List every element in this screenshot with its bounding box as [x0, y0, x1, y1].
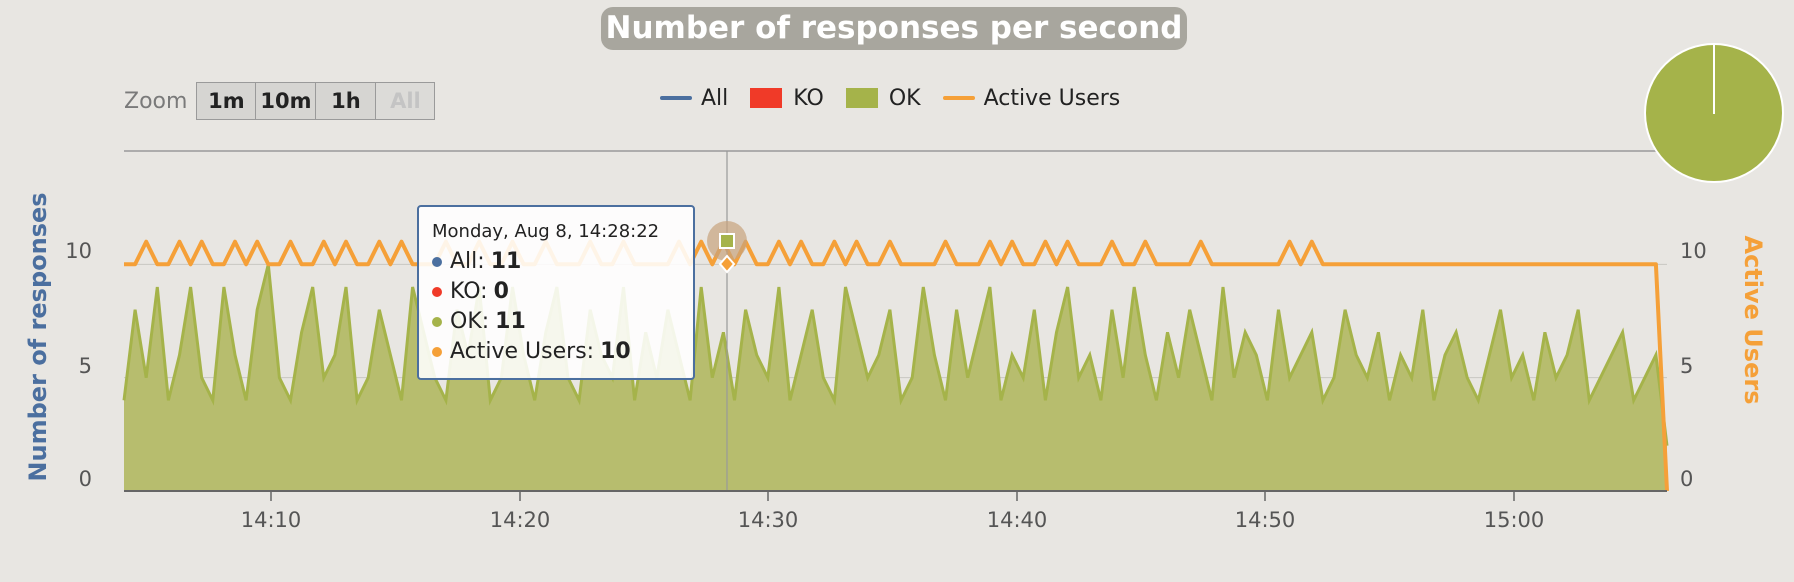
active-users-line [124, 239, 1669, 492]
tooltip-value-ok: 11 [495, 309, 526, 334]
legend-symbol-active-users [942, 96, 975, 100]
tooltip-row-all: All: 11 [432, 247, 693, 277]
x-tick-marks [270, 491, 1515, 501]
chart-title: Number of responses per second [601, 7, 1187, 50]
tooltip-dot-ko [432, 287, 442, 297]
tooltip-label-active-users: Active Users: [450, 339, 595, 364]
tooltip-row-active-users: Active Users: 10 [432, 337, 693, 367]
zoom-10m-button[interactable]: 10m [255, 82, 317, 120]
legend-item-ko[interactable]: KO [750, 86, 824, 111]
x-tick-label: 14:10 [240, 508, 302, 532]
y-tick-label: 10 [65, 239, 92, 263]
x-tick-label: 14:50 [1234, 508, 1296, 532]
tooltip-value-ko: 0 [493, 279, 509, 304]
hover-marker-users [718, 254, 736, 274]
x-tick-label: 14:30 [737, 508, 799, 532]
x-tick-label: 14:40 [986, 508, 1048, 532]
legend: All KO OK Active Users [660, 82, 1120, 114]
tooltip-row-ko: KO: 0 [432, 277, 693, 307]
tooltip: Monday, Aug 8, 14:28:22 All: 11 KO: 0 OK… [417, 205, 695, 380]
zoom-all-button[interactable]: All [375, 82, 436, 120]
legend-label-ko: KO [793, 85, 824, 111]
tooltip-value-all: 11 [490, 249, 522, 274]
x-tick-label: 15:00 [1483, 508, 1545, 532]
y2-tick-label: 0 [1680, 467, 1694, 491]
legend-symbol-all [660, 96, 692, 100]
legend-symbol-ok [845, 88, 878, 108]
tooltip-label-ko: KO: [450, 279, 488, 304]
legend-label-all: All [701, 85, 729, 111]
legend-label-ok: OK [888, 85, 921, 111]
tooltip-dot-ok [432, 317, 442, 327]
zoom-1h-button[interactable]: 1h [315, 82, 377, 120]
tooltip-label-ok: OK: [450, 309, 490, 334]
tooltip-dot-active-users [432, 347, 442, 357]
y2-axis-title-text: Active Users [1739, 235, 1767, 405]
zoom-controls: Zoom 1m 10m 1h All [124, 81, 436, 121]
y2-tick-label: 10 [1680, 239, 1707, 263]
legend-item-active-users[interactable]: Active Users [942, 85, 1121, 111]
legend-symbol-ko [750, 88, 783, 108]
y-tick-label: 5 [78, 354, 92, 378]
y2-tick-label: 5 [1680, 354, 1694, 378]
y-axis-title-text: Number of responses [24, 192, 52, 482]
legend-label-active-users: Active Users [983, 85, 1121, 111]
zoom-label: Zoom [124, 88, 188, 114]
y-tick-label: 0 [78, 467, 92, 491]
x-tick-label: 14:20 [489, 508, 551, 532]
tooltip-dot-all [432, 257, 442, 267]
ok-line [122, 263, 1669, 446]
tooltip-label-all: All: [450, 249, 485, 274]
zoom-1m-button[interactable]: 1m [196, 82, 257, 120]
navigator-pie[interactable] [1644, 43, 1784, 183]
legend-item-ok[interactable]: OK [845, 85, 921, 111]
active-users-series-line [124, 239, 1669, 492]
tooltip-value-active-users: 10 [600, 339, 631, 364]
hover-marker-ok [719, 233, 735, 249]
tooltip-row-ok: OK: 11 [432, 307, 693, 337]
tooltip-header: Monday, Aug 8, 14:28:22 [432, 221, 660, 242]
legend-item-all[interactable]: All [660, 86, 728, 111]
